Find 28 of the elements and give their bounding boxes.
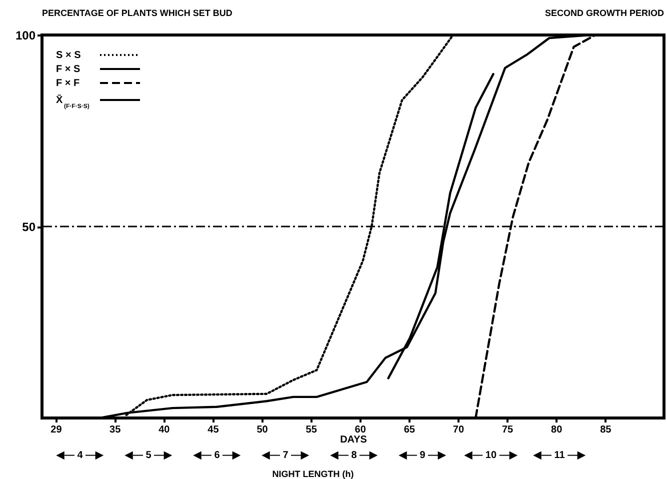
text: ◀— 8 —▶ [329,450,379,461]
text: ◀— 4 —▶ [55,450,105,461]
legend-label: F × S [56,64,81,75]
x-tick-label: 70 [452,424,464,436]
text: ◀— 6 —▶ [192,450,242,461]
legend-label: S × S [56,50,82,61]
x-tick-label: 80 [551,424,563,436]
x-tick-label: 75 [502,424,514,436]
legend-label: F × F [56,78,80,89]
text: ◀— 9 —▶ [398,450,448,461]
text: ◀— 7 —▶ [260,450,310,461]
x-tick-label: 55 [306,424,318,436]
text: NIGHT LENGTH (h) [272,469,354,479]
text: ◀— 5 —▶ [124,450,174,461]
x-tick-label: 40 [158,424,170,436]
x-tick-label: 50 [256,424,268,436]
x-tick-label: 85 [600,424,612,436]
x-tick-label: 60 [354,424,366,436]
chart-subtitle: SECOND GROWTH PERIOD [544,8,664,18]
y-tick-label: 100 [15,28,36,42]
chart-title: PERCENTAGE OF PLANTS WHICH SET BUD [42,8,233,18]
x-tick-label: 35 [110,424,122,436]
text: ◀— 11 —▶ [532,450,587,461]
text: ◀— 10 —▶ [464,450,518,461]
x-tick-label: 45 [208,424,220,436]
x-tick-label: 29 [50,424,62,436]
x-tick-label: 65 [404,424,416,436]
x-axis-title: DAYS [340,434,368,446]
